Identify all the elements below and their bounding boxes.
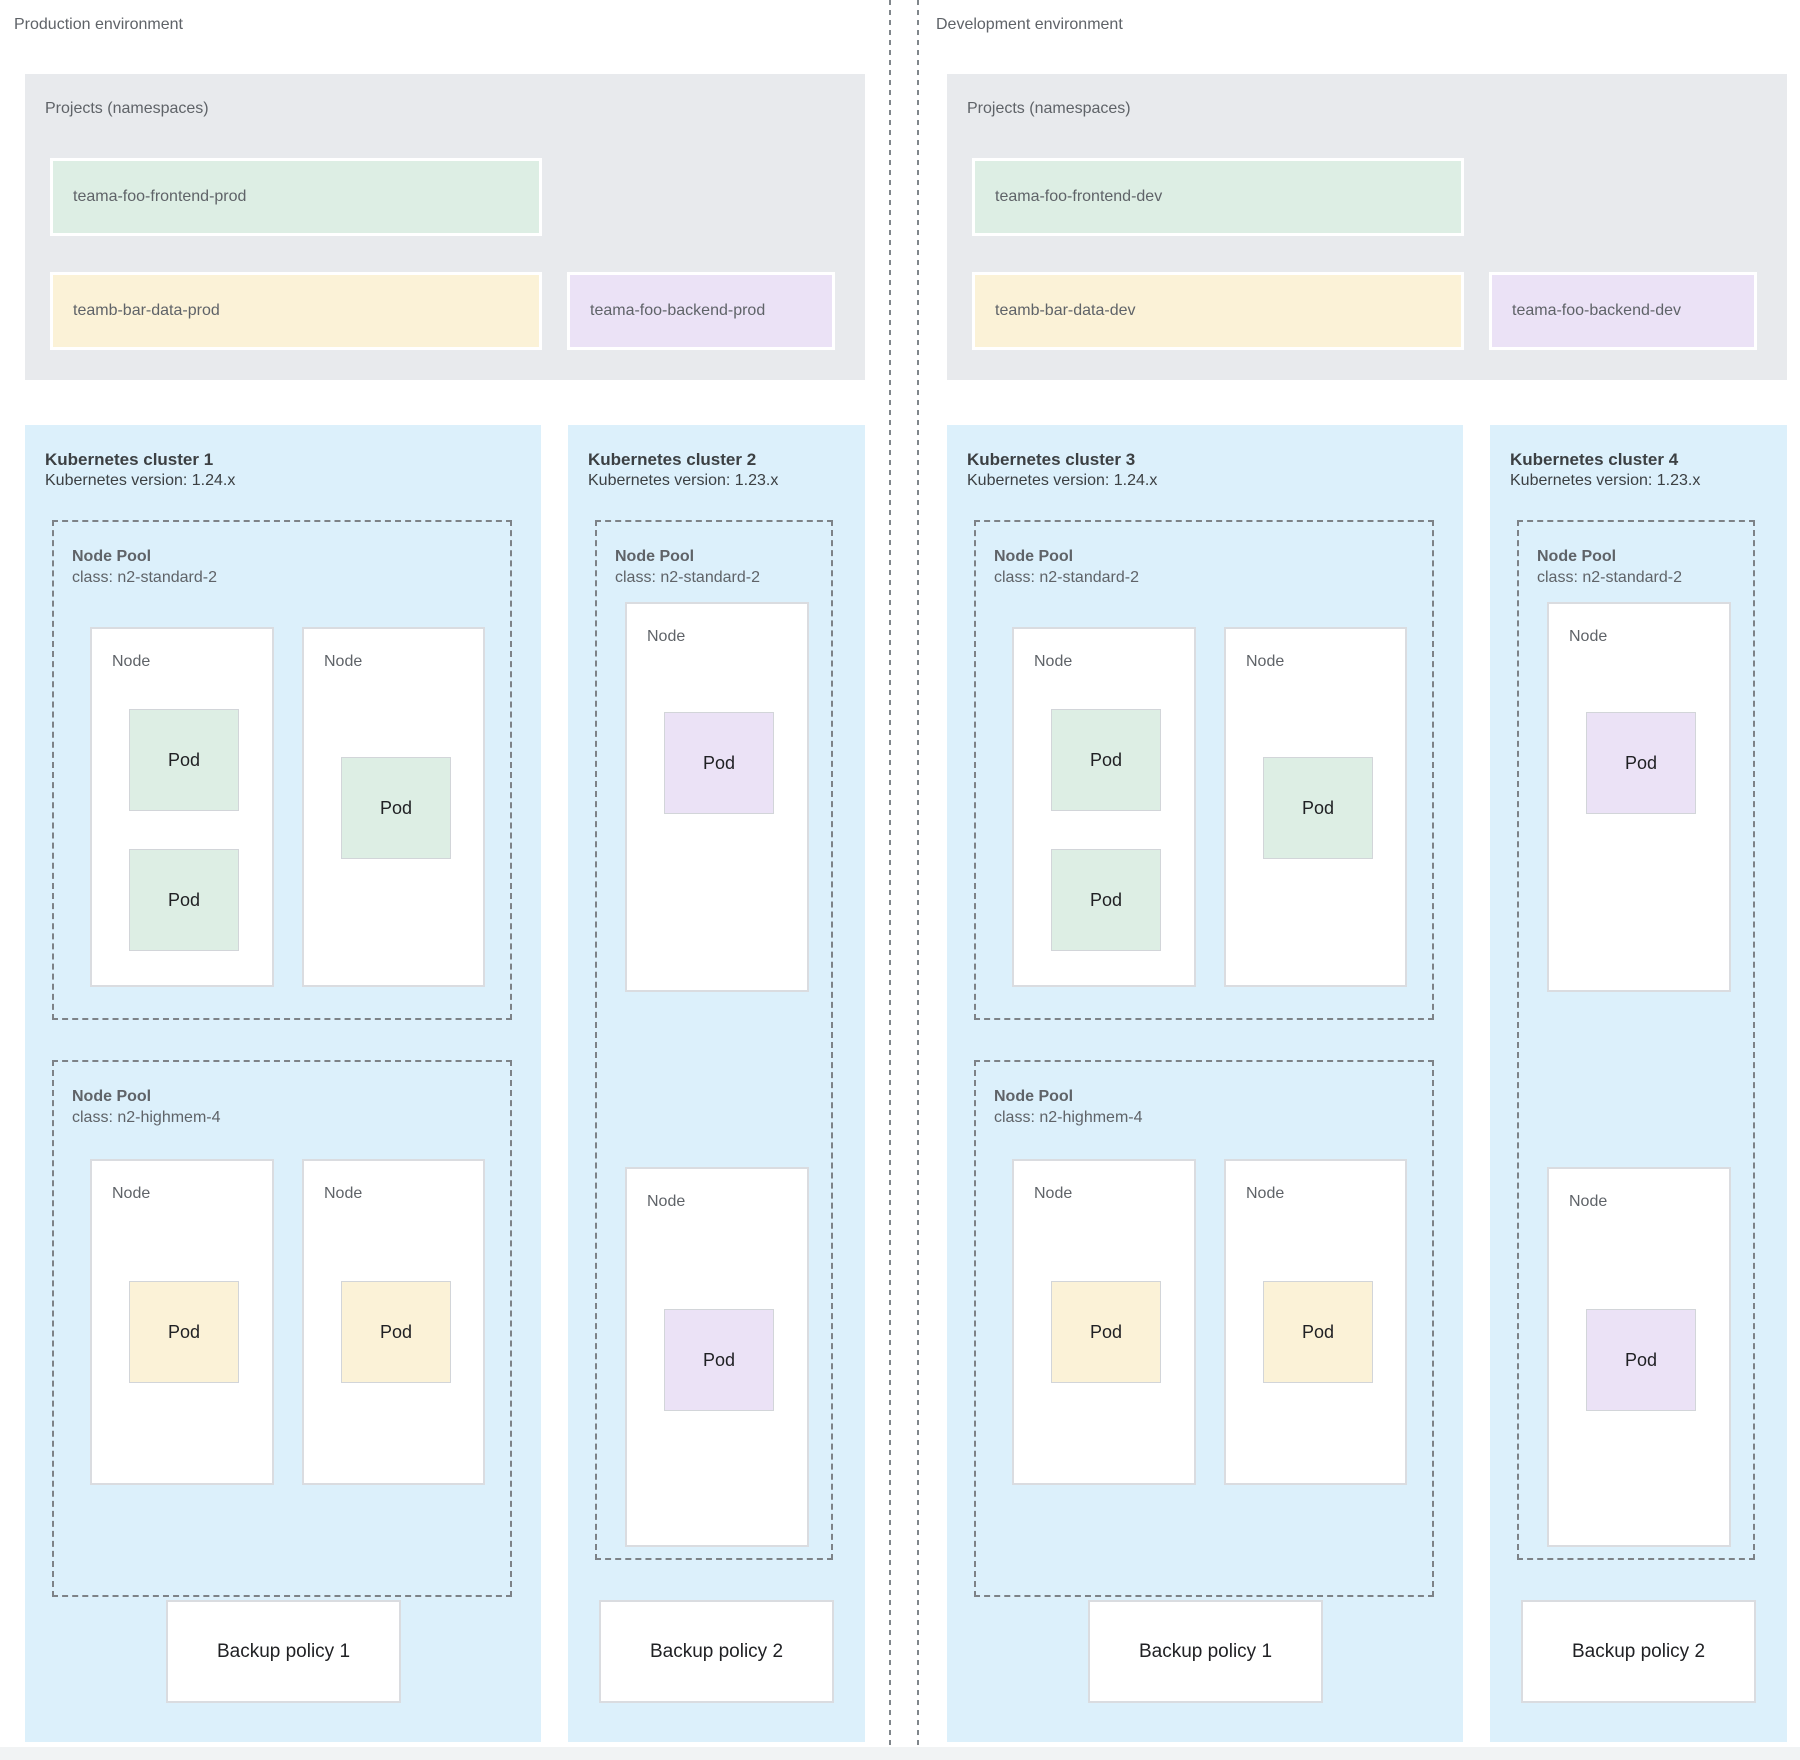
- project-namespace-box: teama-foo-backend-dev: [1489, 272, 1757, 350]
- node-label: Node: [1034, 1185, 1073, 1202]
- node-pool-title: Node Pool: [994, 1088, 1074, 1105]
- environment-label-development: Development environment: [936, 16, 1123, 33]
- node-pool-title: Node Pool: [1537, 548, 1617, 565]
- pod: Pod: [1051, 709, 1161, 811]
- node-pool-class-label: class: n2-standard-2: [615, 569, 760, 586]
- environment-label-production: Production environment: [14, 16, 183, 33]
- node-label: Node: [1569, 1193, 1608, 1210]
- kubernetes-cluster: Kubernetes cluster 2 Kubernetes version: …: [568, 425, 865, 1742]
- kubernetes-cluster: Kubernetes cluster 1 Kubernetes version: …: [25, 425, 541, 1742]
- node: Node Pod Pod: [1012, 627, 1196, 987]
- node-label: Node: [1246, 1185, 1285, 1202]
- node-pool-title: Node Pool: [72, 548, 152, 565]
- bottom-edge-strip: [0, 1747, 1800, 1760]
- node-pool: Node Pool class: n2-highmem-4 Node Pod Node P…: [974, 1060, 1434, 1597]
- environment-divider-line-left: [889, 0, 891, 1760]
- node: Node Pod: [1224, 627, 1407, 987]
- node-label: Node: [112, 1185, 151, 1202]
- projects-title: Projects (namespaces): [45, 100, 209, 117]
- node-label: Node: [1034, 653, 1073, 670]
- cluster-version-label: Kubernetes version: 1.23.x: [1510, 472, 1701, 489]
- pod: Pod: [1051, 1281, 1161, 1383]
- pod: Pod: [129, 849, 239, 951]
- cluster-version-label: Kubernetes version: 1.24.x: [45, 472, 236, 489]
- project-namespace-box: teama-foo-backend-prod: [567, 272, 835, 350]
- project-namespace-box: teamb-bar-data-prod: [50, 272, 542, 350]
- node-pool-title: Node Pool: [72, 1088, 152, 1105]
- pod: Pod: [664, 1309, 774, 1411]
- node-label: Node: [1569, 628, 1608, 645]
- node: Node Pod: [625, 1167, 809, 1547]
- pod: Pod: [341, 757, 451, 859]
- cluster-title: Kubernetes cluster 4: [1510, 450, 1679, 469]
- backup-policy: Backup policy 1: [166, 1600, 401, 1703]
- node-pool-title: Node Pool: [615, 548, 695, 565]
- cluster-title: Kubernetes cluster 2: [588, 450, 757, 469]
- kubernetes-cluster: Kubernetes cluster 3 Kubernetes version: …: [947, 425, 1463, 1742]
- node-pool-class-label: class: n2-standard-2: [994, 569, 1139, 586]
- node-label: Node: [647, 628, 686, 645]
- node-label: Node: [324, 653, 363, 670]
- backup-policy: Backup policy 2: [1521, 1600, 1756, 1703]
- node-pool-class-label: class: n2-standard-2: [1537, 569, 1682, 586]
- projects-title: Projects (namespaces): [967, 100, 1131, 117]
- pod: Pod: [1263, 757, 1373, 859]
- node-label: Node: [324, 1185, 363, 1202]
- node-label: Node: [647, 1193, 686, 1210]
- pod: Pod: [129, 709, 239, 811]
- pod: Pod: [1586, 712, 1696, 814]
- node-label: Node: [1246, 653, 1285, 670]
- node: Node Pod: [1547, 602, 1731, 992]
- project-namespace-box: teama-foo-frontend-prod: [50, 158, 542, 236]
- node-pool: Node Pool class: n2-standard-2 Node Pod Node…: [1517, 520, 1755, 1560]
- node: Node Pod: [625, 602, 809, 992]
- node: Node Pod: [1547, 1167, 1731, 1547]
- pod: Pod: [664, 712, 774, 814]
- pod: Pod: [1263, 1281, 1373, 1383]
- node: Node Pod: [1224, 1159, 1407, 1485]
- pod: Pod: [129, 1281, 239, 1383]
- pod: Pod: [1586, 1309, 1696, 1411]
- cluster-version-label: Kubernetes version: 1.23.x: [588, 472, 779, 489]
- node: Node Pod: [302, 1159, 485, 1485]
- project-namespace-box: teamb-bar-data-dev: [972, 272, 1464, 350]
- node-pool: Node Pool class: n2-standard-2 Node Pod Pod N…: [52, 520, 512, 1020]
- node-pool: Node Pool class: n2-standard-2 Node Pod Pod N…: [974, 520, 1434, 1020]
- cluster-title: Kubernetes cluster 1: [45, 450, 214, 469]
- node-pool-class-label: class: n2-highmem-4: [72, 1109, 221, 1126]
- projects-container-development: Projects (namespaces) teama-foo-frontend-…: [947, 74, 1787, 380]
- node-pool: Node Pool class: n2-highmem-4 Node Pod Node P…: [52, 1060, 512, 1597]
- node: Node Pod: [1012, 1159, 1196, 1485]
- node-pool-class-label: class: n2-highmem-4: [994, 1109, 1143, 1126]
- node-pool-title: Node Pool: [994, 548, 1074, 565]
- cluster-title: Kubernetes cluster 3: [967, 450, 1136, 469]
- node: Node Pod: [90, 1159, 274, 1485]
- pod: Pod: [341, 1281, 451, 1383]
- backup-policy: Backup policy 1: [1088, 1600, 1323, 1703]
- node-label: Node: [112, 653, 151, 670]
- node: Node Pod: [302, 627, 485, 987]
- project-namespace-box: teama-foo-frontend-dev: [972, 158, 1464, 236]
- cluster-version-label: Kubernetes version: 1.24.x: [967, 472, 1158, 489]
- backup-policy: Backup policy 2: [599, 1600, 834, 1703]
- kubernetes-cluster: Kubernetes cluster 4 Kubernetes version: …: [1490, 425, 1787, 1742]
- node-pool-class-label: class: n2-standard-2: [72, 569, 217, 586]
- projects-container-production: Projects (namespaces) teama-foo-frontend-…: [25, 74, 865, 380]
- node: Node Pod Pod: [90, 627, 274, 987]
- pod: Pod: [1051, 849, 1161, 951]
- environment-divider-line-right: [917, 0, 919, 1760]
- node-pool: Node Pool class: n2-standard-2 Node Pod Node…: [595, 520, 833, 1560]
